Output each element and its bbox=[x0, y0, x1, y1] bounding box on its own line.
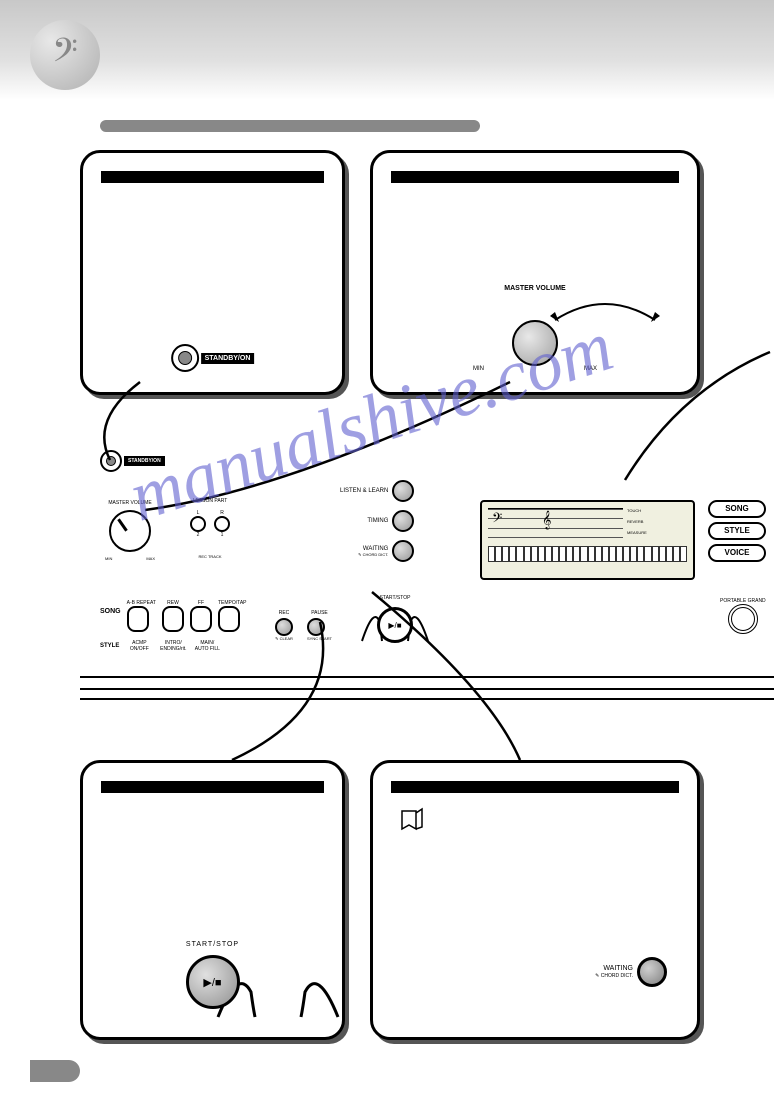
panel-startstop: START/STOP ▶/■ bbox=[80, 760, 345, 1040]
startstop-main-button: ▶/■ bbox=[377, 607, 413, 643]
mode-buttons: SONG STYLE VOICE bbox=[708, 500, 766, 562]
voice-mode-button: VOICE bbox=[708, 544, 766, 562]
song-transport-row: SONG A-B REPEAT REW FF TEMPO/TAP bbox=[100, 600, 247, 632]
waiting-button bbox=[392, 540, 414, 562]
lcd-display: 𝄢 𝄞 TOUCH REVERB MEASURE bbox=[480, 500, 695, 580]
style-mode-button: STYLE bbox=[708, 522, 766, 540]
dictionary-icon bbox=[398, 805, 428, 835]
page-number-tab bbox=[30, 1060, 80, 1082]
portable-grand-button: PORTABLE GRAND bbox=[720, 598, 766, 634]
chord-dict-label: CHORD DICT. bbox=[601, 973, 633, 979]
volume-title: MASTER VOLUME bbox=[465, 285, 605, 292]
lesson-part-buttons: LESSON PART L 2 R 1 REC TRACK bbox=[190, 510, 230, 538]
startstop-illustration: START/STOP ▶/■ bbox=[148, 941, 278, 1012]
volume-knob-icon bbox=[512, 320, 558, 366]
page-header-gradient bbox=[0, 0, 774, 100]
volume-max-label: MAX bbox=[584, 366, 597, 372]
standby-button-circle bbox=[171, 344, 199, 372]
section-title-bar bbox=[100, 120, 480, 132]
master-volume-small: MASTER VOLUME MINMAX bbox=[105, 500, 155, 561]
lesson-mode-buttons: LISTEN & LEARN TIMING WAITING ✎ CHORD DI… bbox=[340, 480, 414, 562]
startstop-main: START/STOP ▶/■ bbox=[360, 595, 430, 646]
mini-keyboard-icon bbox=[488, 546, 687, 562]
standby-small: STANDBY/ON bbox=[100, 450, 165, 472]
waiting-button-circle bbox=[637, 957, 667, 987]
song-mode-button: SONG bbox=[708, 500, 766, 518]
standby-label: STANDBY/ON bbox=[201, 353, 255, 364]
startstop-label: START/STOP bbox=[148, 941, 278, 948]
bass-clef-icon: 𝄢 bbox=[30, 20, 100, 90]
panel-volume: MASTER VOLUME MIN MAX bbox=[370, 150, 700, 395]
waiting-button-illustration: WAITING ✎ CHORD DICT. bbox=[595, 957, 667, 987]
master-volume-illustration: MASTER VOLUME MIN MAX bbox=[465, 285, 605, 372]
rec-pause-row: REC ✎ CLEAR PAUSE SYNC START bbox=[275, 610, 332, 643]
panel-power: STANDBY/ON bbox=[80, 150, 345, 395]
volume-min-label: MIN bbox=[473, 366, 484, 372]
pause-button bbox=[307, 618, 325, 636]
ab-repeat-button bbox=[127, 606, 149, 632]
panel-waiting: WAITING ✎ CHORD DICT. bbox=[370, 760, 700, 1040]
panel-header-bar bbox=[101, 171, 324, 183]
rec-button bbox=[275, 618, 293, 636]
startstop-button-icon: ▶/■ bbox=[186, 955, 240, 1009]
play-stop-symbol: ▶/■ bbox=[203, 976, 221, 989]
volume-knob-small bbox=[109, 510, 151, 552]
standby-button-illustration: STANDBY/ON bbox=[171, 344, 255, 372]
timing-button bbox=[392, 510, 414, 532]
panel-header-bar bbox=[391, 171, 679, 183]
rew-button bbox=[162, 606, 184, 632]
keyboard-control-panel: STANDBY/ON MASTER VOLUME MINMAX LESSON P… bbox=[80, 440, 774, 720]
style-row: STYLE ACMP ON/OFF INTRO/ ENDING/rit. MAI… bbox=[100, 640, 221, 652]
volume-arc-icon bbox=[535, 296, 675, 324]
waiting-label: WAITING bbox=[603, 965, 633, 972]
right-part-button bbox=[214, 516, 230, 532]
tempo-button bbox=[218, 606, 240, 632]
left-part-button bbox=[190, 516, 206, 532]
ff-button bbox=[190, 606, 212, 632]
panel-header-bar bbox=[101, 781, 324, 793]
panel-header-bar bbox=[391, 781, 679, 793]
listen-learn-button bbox=[392, 480, 414, 502]
